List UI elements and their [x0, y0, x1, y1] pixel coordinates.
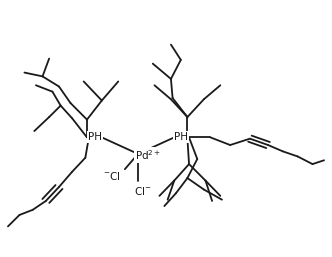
Text: Cl$^{-}$: Cl$^{-}$ — [134, 185, 152, 197]
Text: Pd$^{2+}$: Pd$^{2+}$ — [135, 148, 161, 162]
Text: $^{-}$Cl: $^{-}$Cl — [103, 170, 121, 181]
Text: PH: PH — [88, 132, 102, 142]
Text: PH: PH — [174, 132, 188, 142]
